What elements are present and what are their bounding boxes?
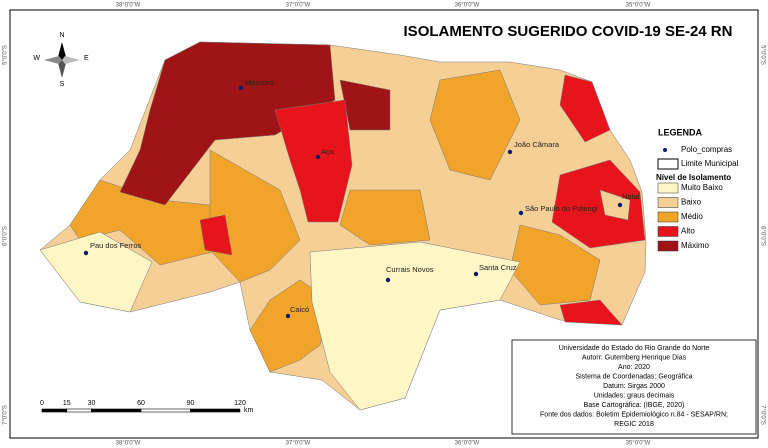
- city-label: João Câmara: [514, 140, 560, 149]
- compass-arrow: [62, 56, 80, 64]
- regions: [39, 41, 647, 411]
- legend-swatch: [657, 240, 679, 252]
- scale-segment: [91, 408, 142, 413]
- scale-label: 0: [40, 400, 44, 407]
- city-label: Caicó: [290, 305, 309, 314]
- city-point: [285, 313, 291, 319]
- scale-segment: [66, 408, 92, 413]
- city-point: [83, 250, 89, 256]
- legend-swatch: [657, 226, 679, 237]
- scale-segment: [190, 408, 241, 413]
- scale-segment: [41, 408, 68, 413]
- municipality-group: [551, 159, 646, 249]
- lon-label: 38°0'0"W: [116, 441, 141, 447]
- lon-label: 35°0'0"W: [626, 441, 651, 447]
- scale-label: 15: [63, 400, 71, 407]
- municipality-group: [39, 231, 153, 313]
- municipality-group: [199, 214, 233, 256]
- lat-label: 6°0'0"S: [759, 226, 765, 246]
- lon-label: 37°0'0"W: [286, 441, 311, 447]
- cities: Mossoró Açu João Câmara São Paulo do Pot…: [83, 78, 640, 319]
- lon-label: 36°0'0"W: [455, 3, 480, 9]
- legend-label: Alto: [681, 227, 695, 236]
- legend-label: Muito Baixo: [681, 183, 723, 192]
- credit-line: Ano: 2020: [618, 364, 650, 371]
- legend-label: Máximo: [681, 241, 710, 250]
- credit-line: Fonte dos dados: Boletim Epidemiológico …: [540, 411, 728, 418]
- lat-label: 7°0'0"S: [3, 405, 9, 425]
- city-point: [385, 277, 391, 283]
- legend-swatch: [657, 182, 679, 194]
- city-point: [473, 271, 479, 277]
- legend: LEGENDA Polo_compras Limite Municipal Ní…: [656, 127, 739, 252]
- lon-label: 37°0'0"W: [286, 3, 311, 9]
- legend-symbol: [657, 158, 679, 170]
- lon-label: 35°0'0"W: [626, 3, 651, 9]
- city-label: Natal: [622, 192, 640, 201]
- scale-label: 30: [88, 400, 96, 407]
- credit-line: Unidades: graus decimais: [594, 392, 675, 399]
- municipality-group: [599, 189, 631, 221]
- credit-line: Universidade do Estado do Rio Grande do …: [559, 345, 710, 352]
- legend-subtitle: Nível de Isolamento: [656, 173, 731, 182]
- city-label: Açu: [321, 147, 334, 156]
- compass-arrow: [44, 56, 62, 64]
- city-label: São Paulo do Potengi: [525, 204, 598, 213]
- scale-label: 60: [137, 400, 145, 407]
- credit-line: Base Cartográfica: (IBGE, 2020): [584, 402, 685, 409]
- city-point: [238, 85, 244, 91]
- municipality-group: [429, 69, 521, 181]
- compass-n: N: [59, 32, 64, 39]
- municipality-group: [559, 74, 611, 143]
- municipality-group: [309, 241, 521, 411]
- scale-unit: km: [244, 407, 254, 414]
- municipality-group: [339, 189, 431, 246]
- lat-label: 5°0'0"S: [3, 45, 9, 65]
- legend-label: Limite Municipal: [681, 159, 739, 168]
- legend-swatch: [657, 197, 679, 208]
- map-title: ISOLAMENTO SUGERIDO COVID-19 SE-24 RN: [404, 23, 733, 40]
- city-point: [507, 149, 513, 155]
- city-label: Pau dos Ferros: [90, 241, 142, 250]
- municipality-group: [119, 41, 336, 206]
- lon-label: 36°0'0"W: [455, 441, 480, 447]
- lat-label: 7°0'0"S: [759, 405, 765, 425]
- lon-label: 38°0'0"W: [116, 3, 141, 9]
- legend-title: LEGENDA: [658, 127, 703, 137]
- municipality-group: [559, 299, 623, 326]
- lat-label: 5°0'0"S: [759, 45, 765, 65]
- legend-symbol: [663, 148, 667, 152]
- legend-swatch: [657, 211, 679, 223]
- credit-line: REGIC 2018: [614, 421, 654, 428]
- scale-segment: [140, 408, 191, 413]
- legend-label: Baixo: [681, 198, 702, 207]
- city-point: [315, 154, 321, 160]
- compass: N S W E: [33, 32, 89, 88]
- scale-label: 90: [187, 400, 195, 407]
- compass-w: W: [33, 55, 40, 62]
- credit-line: Sistema de Coordenadas: Geográfica: [575, 373, 692, 380]
- credits-box: [511, 339, 757, 435]
- credits: Universidade do Estado do Rio Grande do …: [511, 339, 757, 435]
- compass-s: S: [60, 81, 65, 88]
- city-point: [617, 202, 623, 208]
- credit-lines: Universidade do Estado do Rio Grande do …: [540, 345, 728, 428]
- city-point: [518, 210, 524, 216]
- city-label: Currais Novos: [386, 265, 434, 274]
- compass-arrow: [58, 42, 66, 60]
- legend-label: Polo_compras: [681, 145, 732, 154]
- compass-e: E: [84, 55, 89, 62]
- scale-label: 120: [234, 400, 246, 407]
- city-label: Mossoró: [245, 78, 274, 87]
- municipality-group: [69, 179, 221, 266]
- legend-label: Médio: [681, 212, 703, 221]
- credit-line: Autorr: Gutemberg Henrique Dias: [582, 354, 687, 361]
- city-label: Santa Cruz: [479, 263, 517, 272]
- legend-classes: Muito Baixo Baixo Médio Alto Máximo: [657, 182, 723, 252]
- credit-line: Datum: Sirgas 2000: [603, 383, 665, 390]
- lat-label: 6°0'0"S: [3, 226, 9, 246]
- municipality-group: [274, 99, 353, 223]
